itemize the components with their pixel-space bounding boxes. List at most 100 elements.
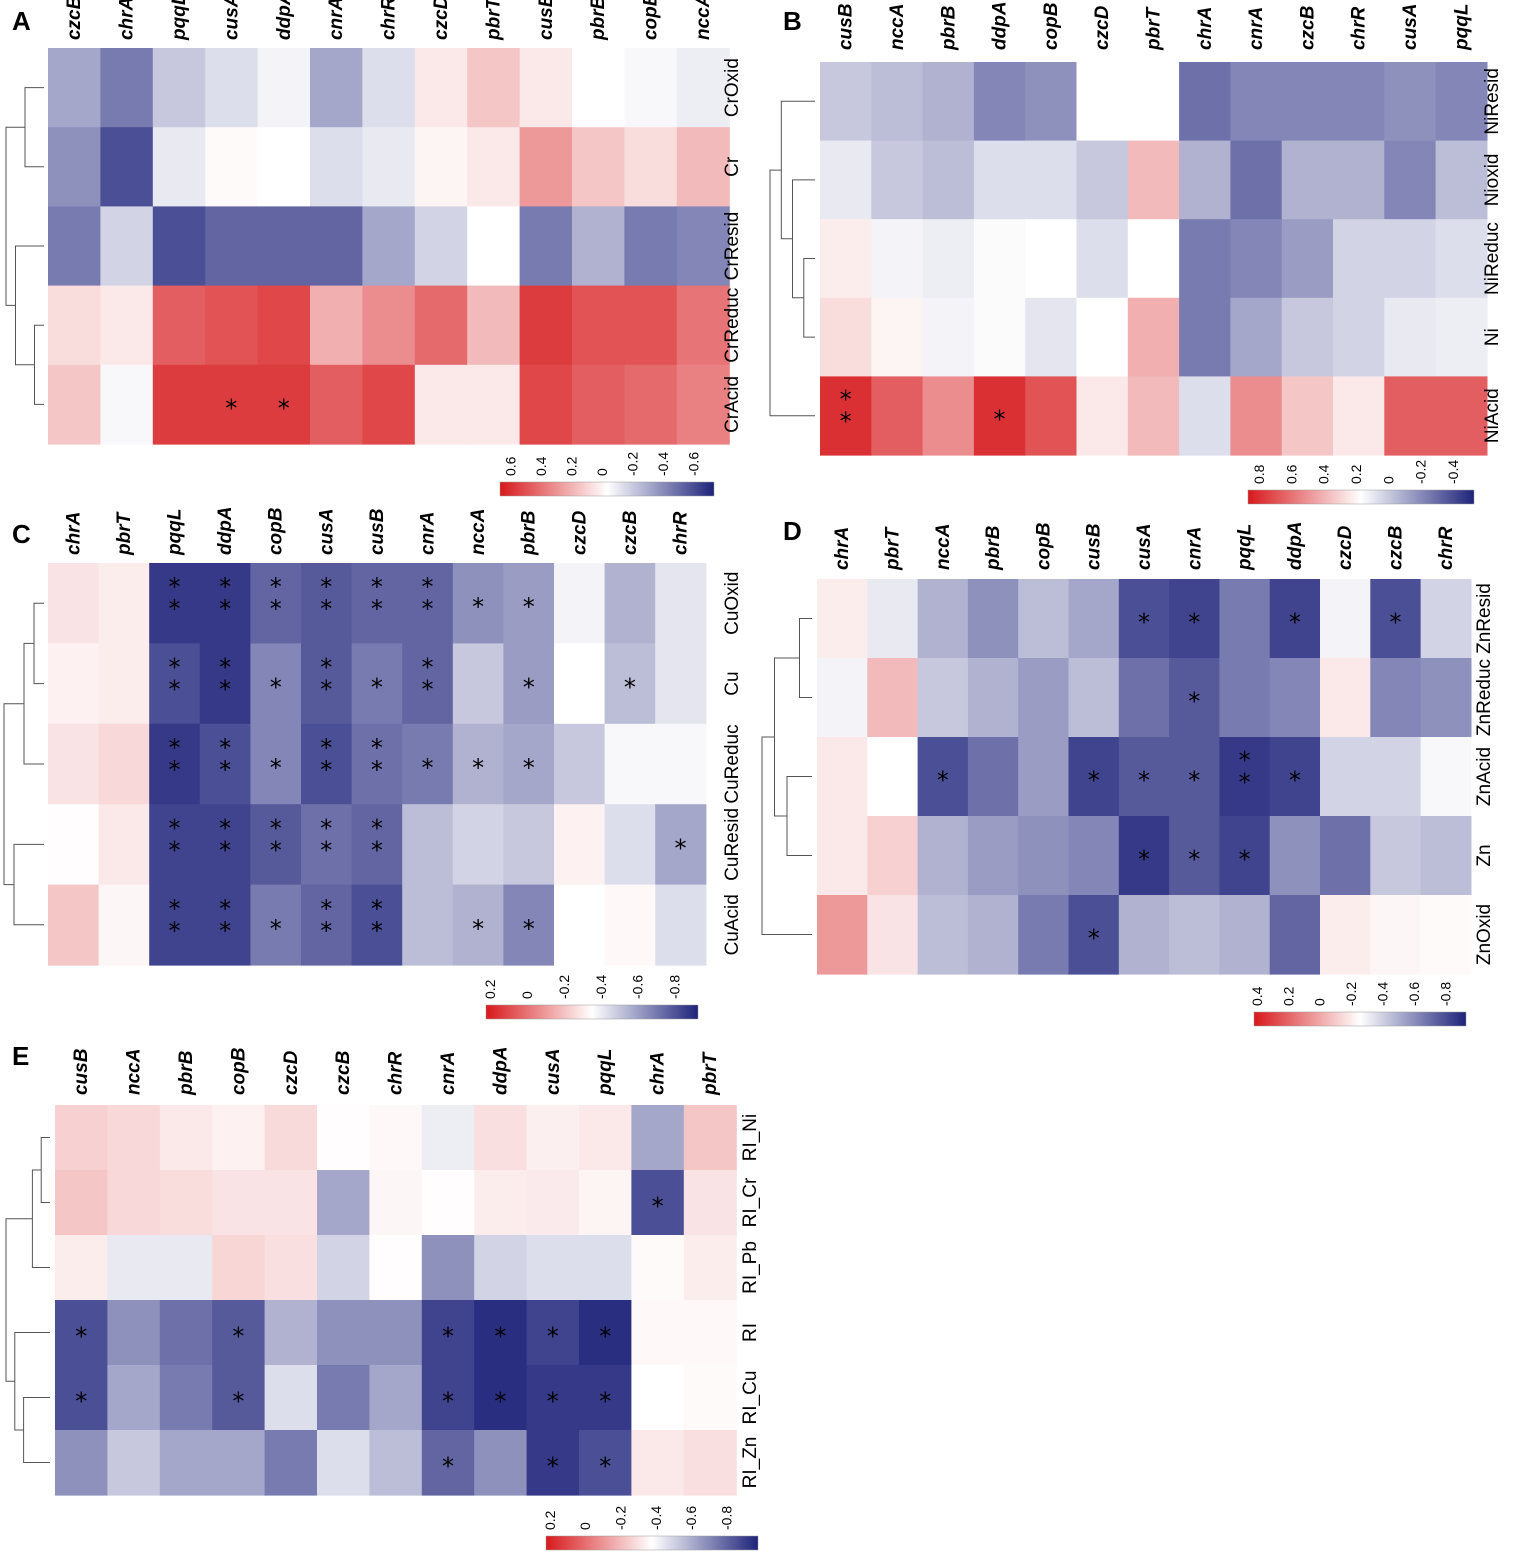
column-label: cusB bbox=[1084, 523, 1105, 570]
significance-star: * bbox=[320, 573, 332, 601]
column-label: czcB bbox=[64, 0, 85, 40]
heatmap-cell bbox=[351, 643, 403, 725]
heatmap-cell bbox=[1370, 895, 1422, 975]
heatmap-cell bbox=[1169, 579, 1220, 659]
heatmap-cell bbox=[369, 1235, 423, 1301]
significance-star: * bbox=[219, 895, 231, 923]
legend-tick-label: 0.8 bbox=[1251, 464, 1267, 484]
dendrogram-branch bbox=[769, 169, 815, 417]
column-label: ddpA bbox=[990, 1, 1011, 50]
dendrogram-branch bbox=[40, 1137, 50, 1203]
heatmap-cell bbox=[301, 643, 353, 725]
heatmap-cell bbox=[48, 127, 101, 207]
heatmap-cell bbox=[1219, 579, 1271, 659]
heatmap-cell bbox=[1219, 658, 1271, 738]
significance-star: * bbox=[219, 595, 231, 623]
heatmap-cell bbox=[579, 1105, 632, 1171]
heatmap-cell bbox=[1435, 140, 1488, 220]
column-label: chrA bbox=[1195, 7, 1216, 50]
legend-tick-label: -0.2 bbox=[613, 1506, 629, 1530]
heatmap-cell bbox=[624, 127, 678, 207]
column-label: pbrB bbox=[588, 0, 609, 41]
heatmap-cell bbox=[1384, 140, 1437, 220]
heatmap-cell bbox=[973, 140, 1026, 220]
column-label: cusA bbox=[1134, 524, 1155, 570]
heatmap-cell bbox=[519, 285, 573, 366]
legend-tick-label: 0.2 bbox=[1280, 986, 1296, 1006]
color-legend-bar bbox=[1247, 489, 1475, 505]
panel-b: B** *cusB nccA pbrB ddpA copB czcD pbrT chrA cnrA… bbox=[769, 1, 1503, 505]
heatmap-cell bbox=[967, 737, 1019, 817]
heatmap-cell bbox=[1076, 376, 1129, 456]
dendrogram-branch bbox=[13, 843, 44, 926]
heatmap-cell bbox=[317, 1365, 370, 1431]
heatmap-cell bbox=[503, 563, 555, 644]
row-label: ZnReduc bbox=[1474, 659, 1495, 736]
heatmap-cell bbox=[149, 563, 201, 644]
significance-star: * bbox=[232, 1388, 244, 1416]
significance-star: * bbox=[169, 917, 181, 945]
heatmap-cell bbox=[414, 48, 468, 128]
heatmap-cell bbox=[1127, 219, 1180, 299]
legend-tick-label: 0 bbox=[1380, 476, 1396, 484]
heatmap-cell bbox=[55, 1235, 108, 1301]
heatmap-cell bbox=[1281, 62, 1334, 142]
heatmap-cell bbox=[922, 62, 975, 142]
panel-letter: B bbox=[783, 6, 802, 36]
heatmap-cell bbox=[310, 48, 363, 128]
row-label: CrAcid bbox=[722, 376, 743, 433]
heatmap-cell bbox=[55, 1300, 108, 1366]
heatmap-cell bbox=[1018, 895, 1070, 975]
heatmap-cell bbox=[519, 48, 573, 128]
heatmap-cell bbox=[212, 1105, 266, 1171]
row-label: ZnOxid bbox=[1474, 904, 1495, 965]
heatmap-cell bbox=[922, 140, 975, 220]
heatmap-cell bbox=[917, 658, 969, 738]
heatmap-cell bbox=[152, 285, 206, 366]
heatmap-cell bbox=[351, 723, 403, 805]
heatmap-cell bbox=[1281, 140, 1334, 220]
column-label: cnrA bbox=[418, 512, 439, 555]
heatmap-cell bbox=[1076, 62, 1129, 142]
heatmap-cell bbox=[1179, 297, 1231, 377]
heatmap-cell bbox=[301, 723, 353, 805]
heatmap-cell bbox=[631, 1365, 685, 1431]
row-label: Nioxid bbox=[1482, 153, 1503, 206]
heatmap-cell bbox=[199, 884, 251, 966]
heatmap-cell bbox=[421, 1430, 475, 1496]
significance-star: * bbox=[371, 814, 383, 842]
legend-tick-label: 0.4 bbox=[1249, 986, 1265, 1006]
heatmap-cell bbox=[1333, 219, 1385, 299]
significance-star: * bbox=[523, 674, 535, 702]
heatmap-cell bbox=[55, 1105, 108, 1171]
heatmap-cell bbox=[402, 804, 454, 886]
column-label: copB bbox=[1041, 2, 1062, 50]
row-label: RI_Ni bbox=[740, 1114, 761, 1162]
significance-star: * bbox=[169, 595, 181, 623]
column-label: pbrT bbox=[483, 0, 504, 41]
heatmap-cell bbox=[205, 364, 259, 445]
significance-star: * bbox=[422, 595, 434, 623]
significance-star: * bbox=[270, 915, 282, 943]
heatmap-cell bbox=[683, 1365, 737, 1431]
column-label: czcB bbox=[333, 1050, 354, 1095]
significance-star: * bbox=[472, 915, 484, 943]
significance-star: * bbox=[169, 654, 181, 682]
heatmap-cell bbox=[554, 643, 606, 725]
heatmap-cell bbox=[624, 364, 678, 445]
heatmap-cell bbox=[631, 1170, 685, 1236]
significance-star: * bbox=[169, 734, 181, 762]
significance-star: * bbox=[1188, 846, 1200, 874]
significance-star: * bbox=[320, 836, 332, 864]
significance-star: * bbox=[1188, 688, 1200, 716]
legend-tick-label: -0.4 bbox=[1375, 982, 1391, 1006]
heatmap-cell bbox=[631, 1430, 685, 1496]
heatmap-cell bbox=[1127, 376, 1180, 456]
heatmap-cell bbox=[1118, 895, 1170, 975]
color-legend-bar bbox=[545, 1535, 759, 1551]
significance-star: * bbox=[169, 756, 181, 784]
significance-star: * bbox=[547, 1323, 559, 1351]
heatmap-cell bbox=[867, 579, 919, 659]
heatmap-cell bbox=[1076, 219, 1129, 299]
heatmap-cell bbox=[257, 127, 311, 207]
